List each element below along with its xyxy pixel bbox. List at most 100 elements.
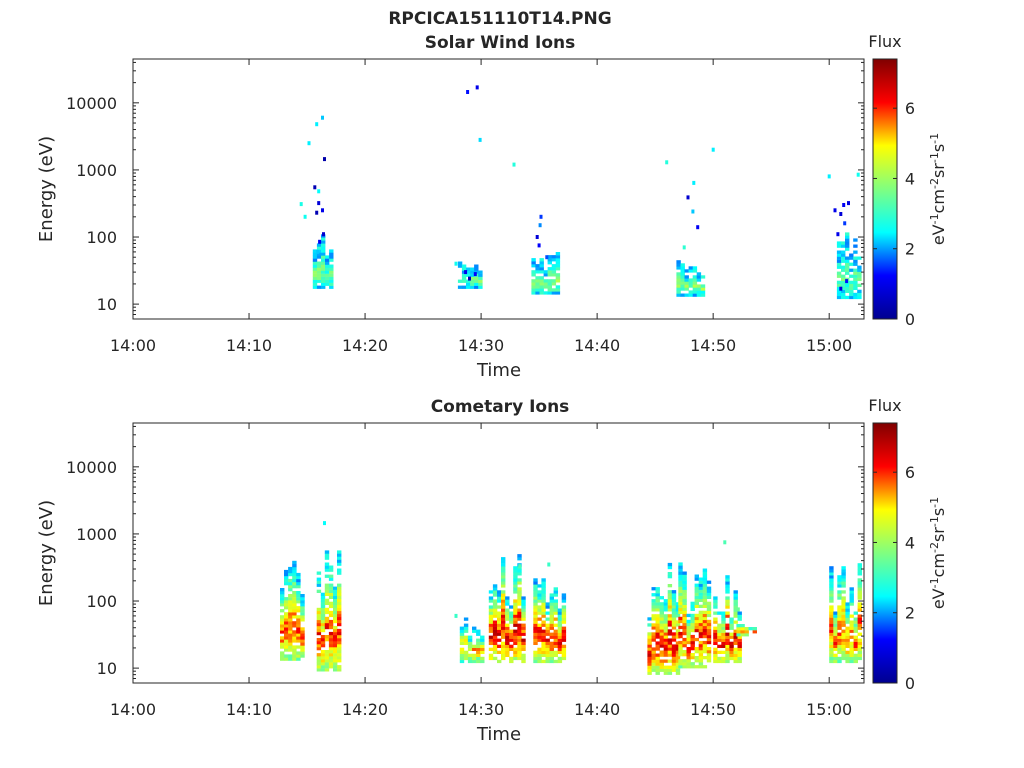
heatmap-cell	[853, 620, 858, 624]
heatmap-cell	[321, 270, 326, 274]
heatmap-cell	[733, 611, 738, 615]
heatmap-cell	[680, 278, 685, 282]
heatmap-cell	[492, 620, 498, 624]
heatmap-cell	[328, 586, 334, 590]
heatmap-cell	[537, 647, 542, 651]
heatmap-cell	[737, 635, 742, 639]
heatmap-cell	[337, 589, 342, 593]
heatmap-cell	[676, 275, 681, 279]
heatmap-cell	[539, 261, 544, 265]
heatmap-cell	[553, 617, 558, 621]
heatmap-cell	[845, 635, 850, 639]
heatmap-cell	[845, 289, 850, 293]
heatmap-cell	[476, 641, 481, 645]
heatmap-cell	[702, 622, 708, 627]
heatmap-cell	[737, 611, 742, 615]
heatmap-cell	[316, 625, 322, 630]
heatmap-cell	[501, 608, 506, 612]
heatmap-cell	[324, 601, 330, 605]
heatmap-cell	[696, 293, 702, 297]
heatmap-cell	[682, 665, 687, 669]
heatmap-cell	[517, 614, 522, 618]
heatmap-point	[711, 147, 715, 152]
heatmap-cell	[459, 659, 465, 664]
heatmap-cell	[696, 272, 702, 276]
heatmap-cell	[853, 292, 858, 297]
heatmap-cell	[682, 613, 687, 618]
heatmap-cell	[284, 654, 289, 658]
heatmap-cell	[841, 629, 846, 633]
heatmap-cell	[659, 665, 664, 669]
heatmap-cell	[841, 253, 846, 257]
heatmap-cell	[836, 295, 842, 300]
heatmap-cell	[320, 616, 326, 621]
heatmap-cell	[737, 653, 742, 657]
heatmap-cell	[849, 623, 854, 627]
heatmap-cell	[857, 596, 862, 600]
heatmap-cell	[837, 575, 842, 579]
heatmap-cell	[513, 647, 518, 651]
heatmap-cell	[553, 605, 558, 609]
heatmap-cell	[694, 583, 699, 587]
colorbar-tick-label: 4	[905, 533, 915, 552]
heatmap-cell	[292, 600, 297, 604]
heatmap-cell	[845, 641, 850, 645]
heatmap-cell	[671, 665, 677, 669]
heatmap-cell	[675, 644, 681, 648]
heatmap-cell	[517, 653, 522, 657]
heatmap-cell	[509, 659, 514, 664]
heatmap-cell	[547, 273, 552, 277]
heatmap-cell	[706, 622, 712, 627]
heatmap-cell	[321, 252, 326, 256]
heatmap-cell	[698, 650, 704, 654]
heatmap-cell	[849, 656, 854, 661]
heatmap-cell	[316, 246, 322, 250]
heatmap-cell	[467, 635, 473, 639]
heatmap-cell	[651, 623, 656, 627]
heatmap-point	[323, 521, 326, 526]
heatmap-cell	[545, 644, 550, 648]
heatmap-cell	[284, 657, 289, 661]
heatmap-cell	[321, 258, 326, 262]
heatmap-cell	[678, 644, 683, 648]
heatmap-cell	[463, 629, 469, 633]
heatmap-cell	[553, 599, 558, 603]
heatmap-cell	[829, 653, 834, 657]
heatmap-cell	[461, 273, 467, 277]
heatmap-cell	[694, 637, 699, 642]
heatmap-cell	[557, 617, 563, 621]
heatmap-cell	[296, 627, 301, 631]
heatmap-cell	[829, 584, 834, 588]
heatmap-cell	[729, 644, 734, 648]
heatmap-cell	[694, 604, 699, 608]
heatmap-cell	[706, 613, 712, 618]
heatmap-cell	[296, 651, 301, 655]
heatmap-cell	[501, 617, 506, 621]
heatmap-cell	[696, 284, 702, 288]
heatmap-cell	[845, 295, 850, 300]
heatmap-cell	[292, 645, 297, 649]
heatmap-cell	[320, 644, 326, 648]
heatmap-cell	[337, 653, 342, 657]
heatmap-cell	[329, 267, 334, 271]
heatmap-cell	[472, 656, 477, 661]
heatmap-cell	[706, 589, 712, 593]
heatmap-cell	[474, 264, 479, 268]
heatmap-cell	[537, 599, 542, 603]
heatmap-cell	[505, 596, 510, 600]
heatmap-cell	[296, 621, 301, 625]
heatmap-cell	[700, 287, 706, 291]
heatmap-cell	[647, 668, 652, 672]
heatmap-cell	[849, 292, 854, 297]
heatmap-cell	[836, 253, 842, 257]
heatmap-cell	[549, 593, 554, 597]
heatmap-cell	[459, 632, 465, 636]
heatmap-cell	[472, 653, 477, 657]
colorbar-gradient	[872, 422, 898, 684]
heatmap-cell	[325, 270, 330, 274]
heatmap-cell	[521, 644, 526, 648]
heatmap-cell	[292, 636, 297, 640]
heatmap-cell	[692, 284, 698, 288]
heatmap-cell	[647, 665, 652, 669]
heatmap-cell	[849, 620, 854, 624]
